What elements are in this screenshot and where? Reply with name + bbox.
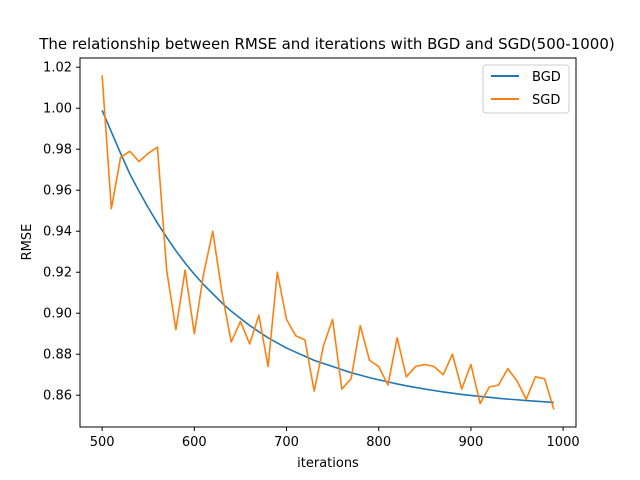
series-layer: [101, 75, 555, 410]
x-tick-label: 900: [458, 435, 483, 450]
x-tick-label: 800: [366, 435, 391, 450]
chart-title: The relationship between RMSE and iterat…: [38, 35, 614, 53]
y-tick-label: 0.98: [43, 143, 72, 158]
y-tick-label: 0.90: [43, 307, 72, 322]
y-tick-label: 1.02: [43, 61, 72, 76]
legend: BGD SGD: [482, 64, 570, 114]
y-tick-label: 0.96: [43, 184, 72, 199]
legend-label-sgd: SGD: [532, 93, 560, 108]
x-tick-label: 700: [274, 435, 299, 450]
legend-label-bgd: BGD: [532, 70, 561, 85]
y-axis-label: RMSE: [20, 224, 35, 261]
x-axis-ticks: 500 600 700 800 900 1000: [90, 427, 580, 450]
series-line-sgd: [101, 75, 555, 410]
x-tick-label: 600: [182, 435, 207, 450]
y-tick-label: 1.00: [43, 102, 72, 117]
y-tick-label: 0.94: [43, 225, 72, 240]
plot-frame: [79, 57, 577, 428]
y-tick-label: 0.86: [43, 389, 72, 404]
y-tick-label: 0.92: [43, 266, 72, 281]
y-tick-label: 0.88: [43, 348, 72, 363]
x-tick-label: 1000: [547, 435, 580, 450]
x-axis-label: iterations: [297, 456, 359, 471]
y-axis-ticks: 0.86 0.88 0.90 0.92 0.94 0.96 0.98 1.00 1.02: [43, 61, 80, 404]
x-tick-label: 500: [90, 435, 115, 450]
